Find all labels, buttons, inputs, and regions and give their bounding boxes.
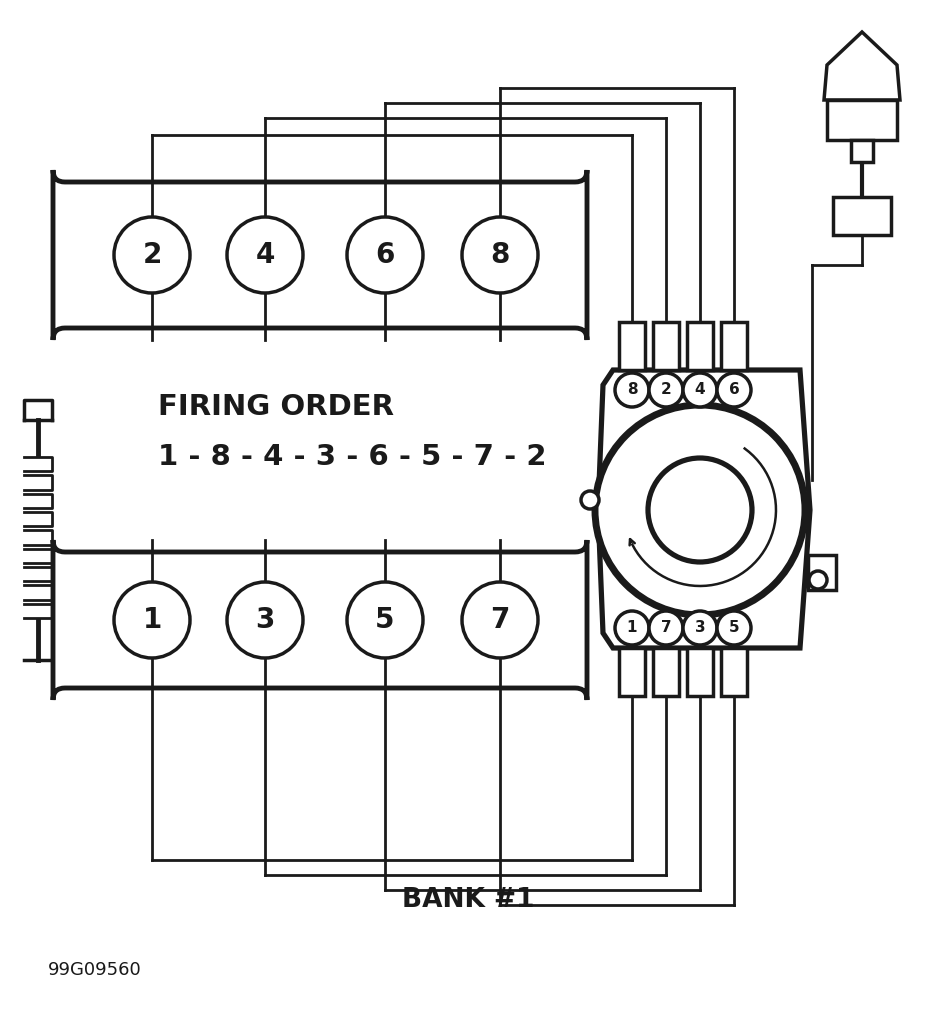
Text: 1: 1 <box>142 606 162 634</box>
Circle shape <box>595 406 805 615</box>
Text: 2: 2 <box>142 241 162 269</box>
Bar <box>721 648 747 696</box>
Circle shape <box>462 217 538 293</box>
Text: 1 - 8 - 4 - 3 - 6 - 5 - 7 - 2: 1 - 8 - 4 - 3 - 6 - 5 - 7 - 2 <box>158 443 546 471</box>
Text: 8: 8 <box>626 383 638 397</box>
Circle shape <box>462 582 538 658</box>
Circle shape <box>347 582 423 658</box>
Text: 4: 4 <box>255 241 275 269</box>
Circle shape <box>809 571 827 589</box>
Circle shape <box>717 611 751 645</box>
Bar <box>653 648 679 696</box>
Text: 6: 6 <box>375 241 395 269</box>
Polygon shape <box>824 32 900 100</box>
Bar <box>833 197 891 234</box>
Text: 3: 3 <box>694 621 706 636</box>
Text: 5: 5 <box>729 621 739 636</box>
Text: 4: 4 <box>694 383 706 397</box>
Bar <box>721 322 747 370</box>
Circle shape <box>648 458 752 562</box>
Circle shape <box>227 582 303 658</box>
Circle shape <box>683 611 717 645</box>
Bar <box>851 140 873 162</box>
Text: 5: 5 <box>375 606 395 634</box>
Circle shape <box>649 611 683 645</box>
Text: 6: 6 <box>728 383 739 397</box>
Bar <box>619 648 645 696</box>
Bar <box>653 322 679 370</box>
Circle shape <box>649 373 683 407</box>
Circle shape <box>615 373 649 407</box>
Text: 7: 7 <box>491 606 510 634</box>
FancyBboxPatch shape <box>53 170 587 340</box>
Text: 2: 2 <box>660 383 672 397</box>
Circle shape <box>717 373 751 407</box>
Text: 8: 8 <box>491 241 510 269</box>
Bar <box>808 555 836 590</box>
Text: BANK #1: BANK #1 <box>401 887 534 913</box>
Bar <box>687 322 713 370</box>
Text: 7: 7 <box>660 621 672 636</box>
Bar <box>619 322 645 370</box>
Circle shape <box>615 611 649 645</box>
Text: FIRING ORDER: FIRING ORDER <box>158 393 394 421</box>
FancyBboxPatch shape <box>53 540 587 700</box>
Circle shape <box>114 217 190 293</box>
Circle shape <box>114 582 190 658</box>
Polygon shape <box>598 370 810 648</box>
Bar <box>827 100 897 140</box>
Circle shape <box>227 217 303 293</box>
Circle shape <box>683 373 717 407</box>
Circle shape <box>581 490 599 509</box>
Text: 3: 3 <box>255 606 275 634</box>
Text: 1: 1 <box>626 621 637 636</box>
Text: 99G09560: 99G09560 <box>48 961 141 979</box>
Circle shape <box>347 217 423 293</box>
Bar <box>687 648 713 696</box>
